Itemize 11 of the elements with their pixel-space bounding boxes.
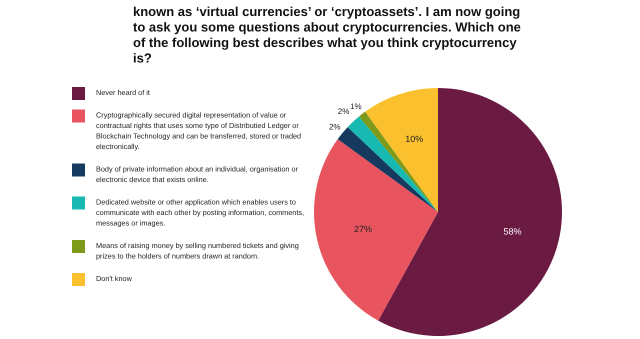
- data-label: 58%: [503, 226, 522, 236]
- data-label: 2%: [338, 107, 350, 116]
- data-label: 1%: [350, 102, 362, 111]
- chart-title: known as ‘virtual currencies’ or ‘cryptoassets’. I am now going to ask you some questions about cryptocurrencies. Which one of the following best describes what you think cryptocurrency is?: [133, 4, 521, 66]
- data-label: 10%: [405, 134, 424, 144]
- pie-slice: [348, 116, 438, 212]
- pie-slice: [365, 88, 438, 212]
- data-label: 2%: [328, 122, 341, 132]
- pie-slice: [378, 88, 562, 336]
- pie-slice: [358, 112, 438, 212]
- data-label: 27%: [354, 224, 372, 234]
